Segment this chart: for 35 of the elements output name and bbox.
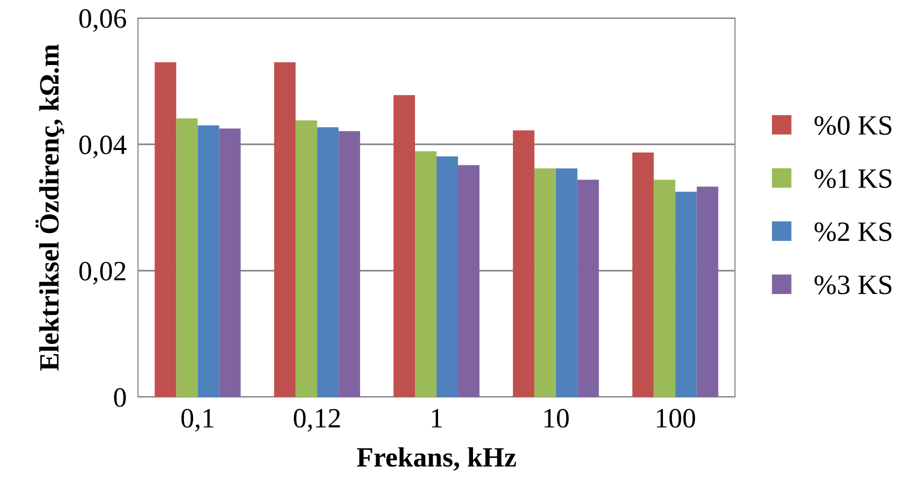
x-tick-label: 10 <box>544 408 569 428</box>
bar <box>556 168 578 397</box>
legend-label: %1 KS <box>814 169 892 188</box>
bar <box>675 192 697 397</box>
bar <box>198 125 220 397</box>
bar <box>219 128 241 397</box>
y-tick-label: 0,02 <box>79 262 126 285</box>
bar <box>274 62 296 397</box>
bar <box>458 165 480 397</box>
bar <box>154 62 176 397</box>
y-tick-label: 0,06 <box>79 9 126 32</box>
y-axis-title: Elektriksel Özdirenç, kΩ.m <box>35 44 64 371</box>
bar <box>317 127 339 397</box>
bar <box>176 118 198 397</box>
bar <box>632 152 654 397</box>
legend-label: %0 KS <box>814 116 892 135</box>
bar <box>654 180 676 397</box>
legend-label: %3 KS <box>814 276 892 294</box>
bar <box>436 156 458 397</box>
y-tick-label: 0,04 <box>79 136 126 158</box>
bar <box>394 95 416 397</box>
bar <box>338 131 360 397</box>
bar <box>415 151 436 397</box>
bar <box>534 168 556 397</box>
bar <box>577 180 599 397</box>
x-tick-label: 0,1 <box>181 408 214 432</box>
x-tick-label: 100 <box>656 408 696 428</box>
x-tick-label: 0,12 <box>294 408 340 432</box>
x-axis-title: Frekans, kHz <box>356 447 516 471</box>
y-tick-label: 0 <box>114 388 126 407</box>
bar <box>696 186 718 397</box>
x-tick-label: 1 <box>432 409 442 428</box>
bar <box>512 130 534 397</box>
bar <box>296 120 318 397</box>
legend-label: %2 KS <box>814 222 892 242</box>
